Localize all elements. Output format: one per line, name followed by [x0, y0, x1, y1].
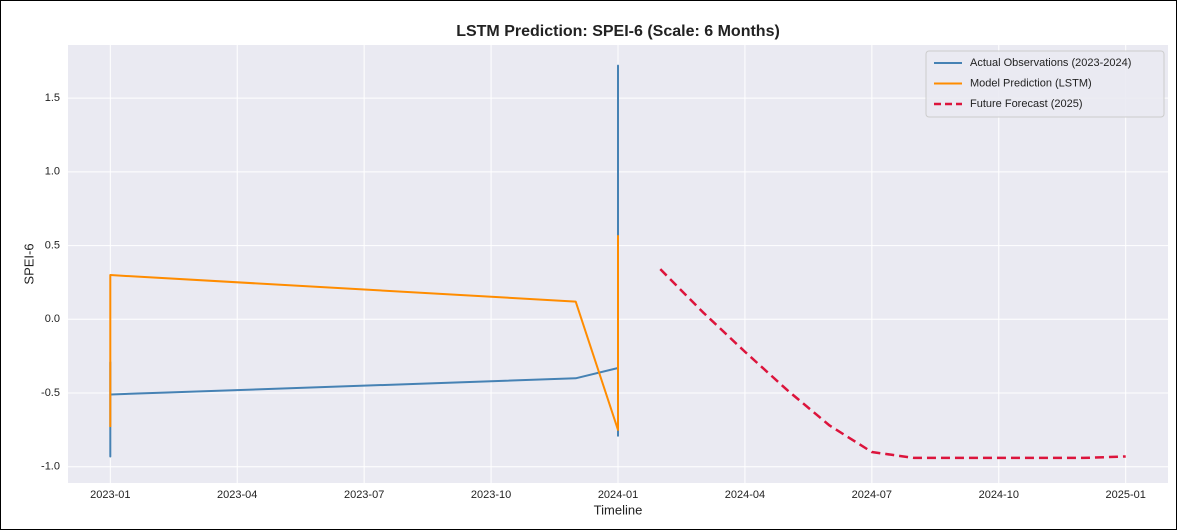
x-tick-label: 2024-01: [598, 489, 638, 501]
chart-title: LSTM Prediction: SPEI-6 (Scale: 6 Months…: [456, 23, 780, 40]
legend-label: Actual Observations (2023-2024): [970, 57, 1131, 69]
x-tick-label: 2024-04: [725, 489, 765, 501]
x-tick-label: 2024-07: [852, 489, 892, 501]
x-tick-label: 2023-10: [471, 489, 511, 501]
y-tick-label: -1.0: [41, 461, 60, 473]
line-series: [659, 268, 1126, 460]
legend-box: [925, 50, 1165, 118]
x-tick-label: 2023-01: [90, 489, 130, 501]
y-tick-label: -0.5: [41, 387, 60, 399]
x-axis-label: Timeline: [594, 502, 643, 517]
x-tick-label: 2025-01: [1106, 489, 1146, 501]
y-tick-label: 0.5: [45, 239, 60, 251]
x-tick-label: 2023-07: [344, 489, 384, 501]
legend-label: Future Forecast (2025): [970, 98, 1083, 110]
y-axis-label: SPEI-6: [21, 243, 36, 284]
y-tick-label: 1.5: [45, 92, 60, 104]
x-tick-label: 2023-04: [217, 489, 257, 501]
x-tick-label: 2024-10: [979, 489, 1019, 501]
y-tick-label: 0.0: [45, 313, 60, 325]
line-series: [109, 235, 619, 431]
y-tick-label: 1.0: [45, 166, 60, 178]
legend-label: Model Prediction (LSTM): [970, 77, 1092, 89]
